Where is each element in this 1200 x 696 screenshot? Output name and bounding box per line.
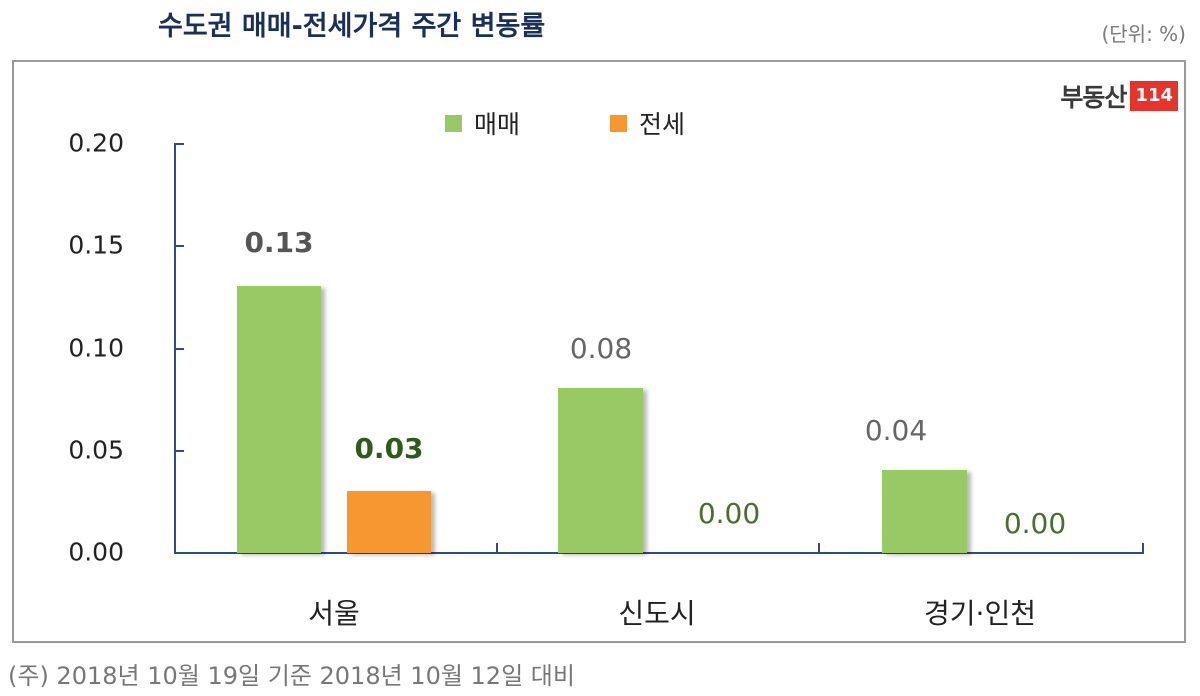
x-axis — [174, 552, 1144, 554]
value-label-gyeonggi-jeonse: 0.00 — [1003, 507, 1067, 540]
ytick-label-005: 0.05 — [68, 435, 124, 465]
footnote: (주) 2018년 10월 19일 기준 2018년 10월 12일 대비 — [8, 662, 575, 690]
ytick-label-010: 0.10 — [68, 333, 124, 363]
logo-text: 부동산 — [1060, 83, 1127, 112]
xtick — [1142, 543, 1144, 553]
category-label-gyeonggi: 경기·인천 — [924, 597, 1036, 630]
value-label-newtown-jeonse: 0.00 — [697, 497, 761, 530]
unit-label: (단위: %) — [1101, 22, 1186, 46]
value-label-seoul-jeonse: 0.03 — [354, 432, 424, 465]
ytick-label-015: 0.15 — [68, 230, 124, 260]
value-label-seoul-sale: 0.13 — [244, 226, 314, 259]
ytick — [174, 143, 184, 145]
ytick — [174, 450, 184, 452]
logo-badge: 114 — [1130, 81, 1178, 111]
value-label-gyeonggi-sale: 0.04 — [864, 414, 928, 447]
chart-frame — [12, 60, 1186, 643]
ytick-label-000: 0.00 — [68, 537, 124, 567]
bar-newtown-sale — [558, 388, 643, 553]
legend: 매매 전세 — [445, 105, 685, 141]
category-label-newtown: 신도시 — [618, 597, 696, 630]
xtick — [496, 543, 498, 553]
ytick — [174, 245, 184, 247]
legend-swatch-sale — [445, 114, 462, 132]
ytick-label-020: 0.20 — [68, 128, 124, 158]
bar-seoul-sale — [237, 286, 321, 553]
bar-seoul-jeonse — [347, 491, 431, 553]
bar-gyeonggi-sale — [882, 470, 967, 553]
legend-label-jeonse: 전세 — [639, 110, 686, 139]
chart-title: 수도권 매매-전세가격 주간 변동률 — [158, 11, 546, 42]
logo: 부동산 114 — [1060, 78, 1178, 114]
legend-item-sale: 매매 — [445, 105, 520, 141]
legend-label-sale: 매매 — [474, 110, 521, 139]
legend-swatch-jeonse — [610, 114, 628, 132]
value-label-newtown-sale: 0.08 — [569, 332, 633, 365]
ytick — [174, 348, 184, 350]
legend-item-jeonse: 전세 — [610, 105, 685, 141]
xtick — [818, 543, 820, 553]
category-label-seoul: 서울 — [308, 597, 360, 630]
